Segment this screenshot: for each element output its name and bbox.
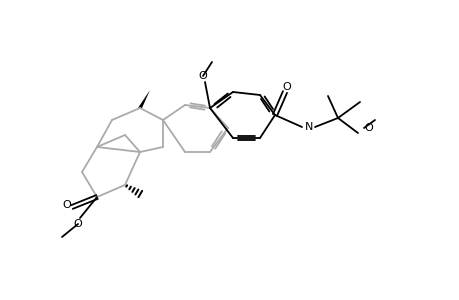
Text: N: N	[304, 122, 313, 132]
Polygon shape	[138, 90, 150, 108]
Text: O: O	[198, 71, 207, 81]
Text: O: O	[62, 200, 71, 210]
Text: O: O	[73, 219, 82, 229]
Text: O: O	[363, 123, 372, 133]
Text: O: O	[282, 82, 291, 92]
